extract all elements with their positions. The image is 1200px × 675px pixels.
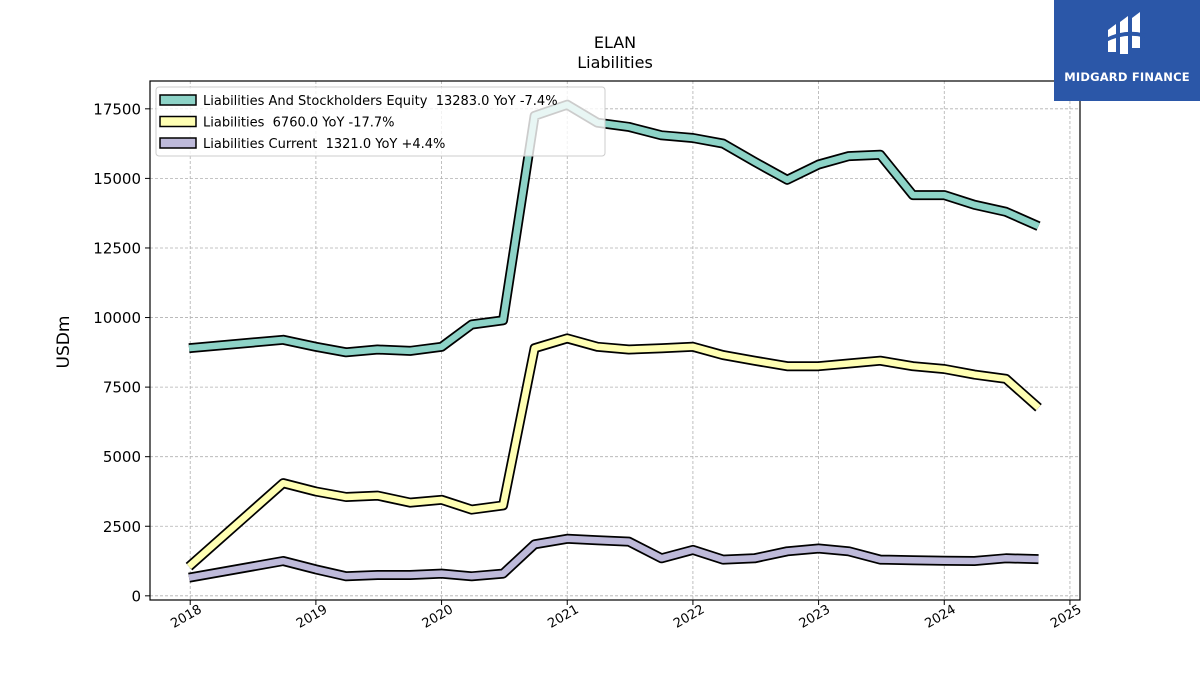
logo-text: MIDGARD FINANCE	[1064, 70, 1190, 84]
y-tick-label: 15000	[93, 170, 141, 188]
y-tick-label: 2500	[103, 518, 141, 536]
legend-item: Liabilities Current 1321.0 YoY +4.4%	[159, 137, 445, 152]
series-line	[186, 335, 1041, 570]
x-tick-label: 2020	[420, 602, 456, 632]
series-2	[185, 333, 1042, 571]
x-tick-label: 2018	[168, 602, 204, 632]
series-line-outline	[185, 333, 1042, 571]
x-tick-label: 2019	[294, 602, 330, 632]
y-axis-ticks: 0 2500 5000 7500 10000 12500 15000 17500	[93, 100, 150, 605]
series-line	[188, 535, 1039, 581]
legend-swatch	[159, 115, 197, 128]
plot-frame	[149, 80, 1081, 601]
x-tick-label: 2024	[922, 602, 958, 632]
y-tick-label: 7500	[103, 379, 141, 397]
x-tick-label: 2025	[1048, 602, 1084, 632]
x-tick-label: 2022	[671, 602, 707, 632]
series-layer	[185, 99, 1042, 583]
series-1	[188, 99, 1041, 358]
legend-swatch	[159, 94, 197, 106]
chart-legend: Liabilities And Stockholders Equity 1328…	[155, 86, 606, 157]
series-line	[188, 101, 1040, 356]
x-axis-ticks: 2018 2019 2020 2021 2022 2023 2024 2025	[168, 600, 1084, 632]
y-tick-label: 5000	[103, 448, 141, 466]
legend-label: Liabilities 6760.0 YoY -17.7%	[203, 116, 395, 131]
y-tick-label: 0	[131, 587, 141, 605]
legend-swatch	[159, 137, 197, 149]
legend-box	[155, 86, 606, 157]
y-tick-label: 12500	[93, 239, 141, 257]
chart-subtitle: Liabilities	[577, 53, 653, 72]
x-tick-label: 2021	[545, 602, 581, 632]
x-tick-label: 2023	[797, 602, 833, 632]
y-tick-label: 17500	[93, 100, 141, 118]
legend-label: Liabilities And Stockholders Equity 1328…	[203, 94, 558, 109]
y-tick-label: 10000	[93, 309, 141, 327]
legend-item: Liabilities And Stockholders Equity 1328…	[159, 94, 558, 109]
grid-lines	[150, 81, 1080, 600]
series-3	[188, 533, 1039, 583]
legend-label: Liabilities Current 1321.0 YoY +4.4%	[203, 137, 445, 152]
y-axis-label: USDm	[54, 316, 74, 369]
chart-title: ELAN	[594, 33, 636, 52]
midgard-logo-icon	[1106, 12, 1146, 54]
legend-item: Liabilities 6760.0 YoY -17.7%	[159, 115, 395, 131]
midgard-finance-logo: MIDGARD FINANCE	[1054, 0, 1200, 101]
